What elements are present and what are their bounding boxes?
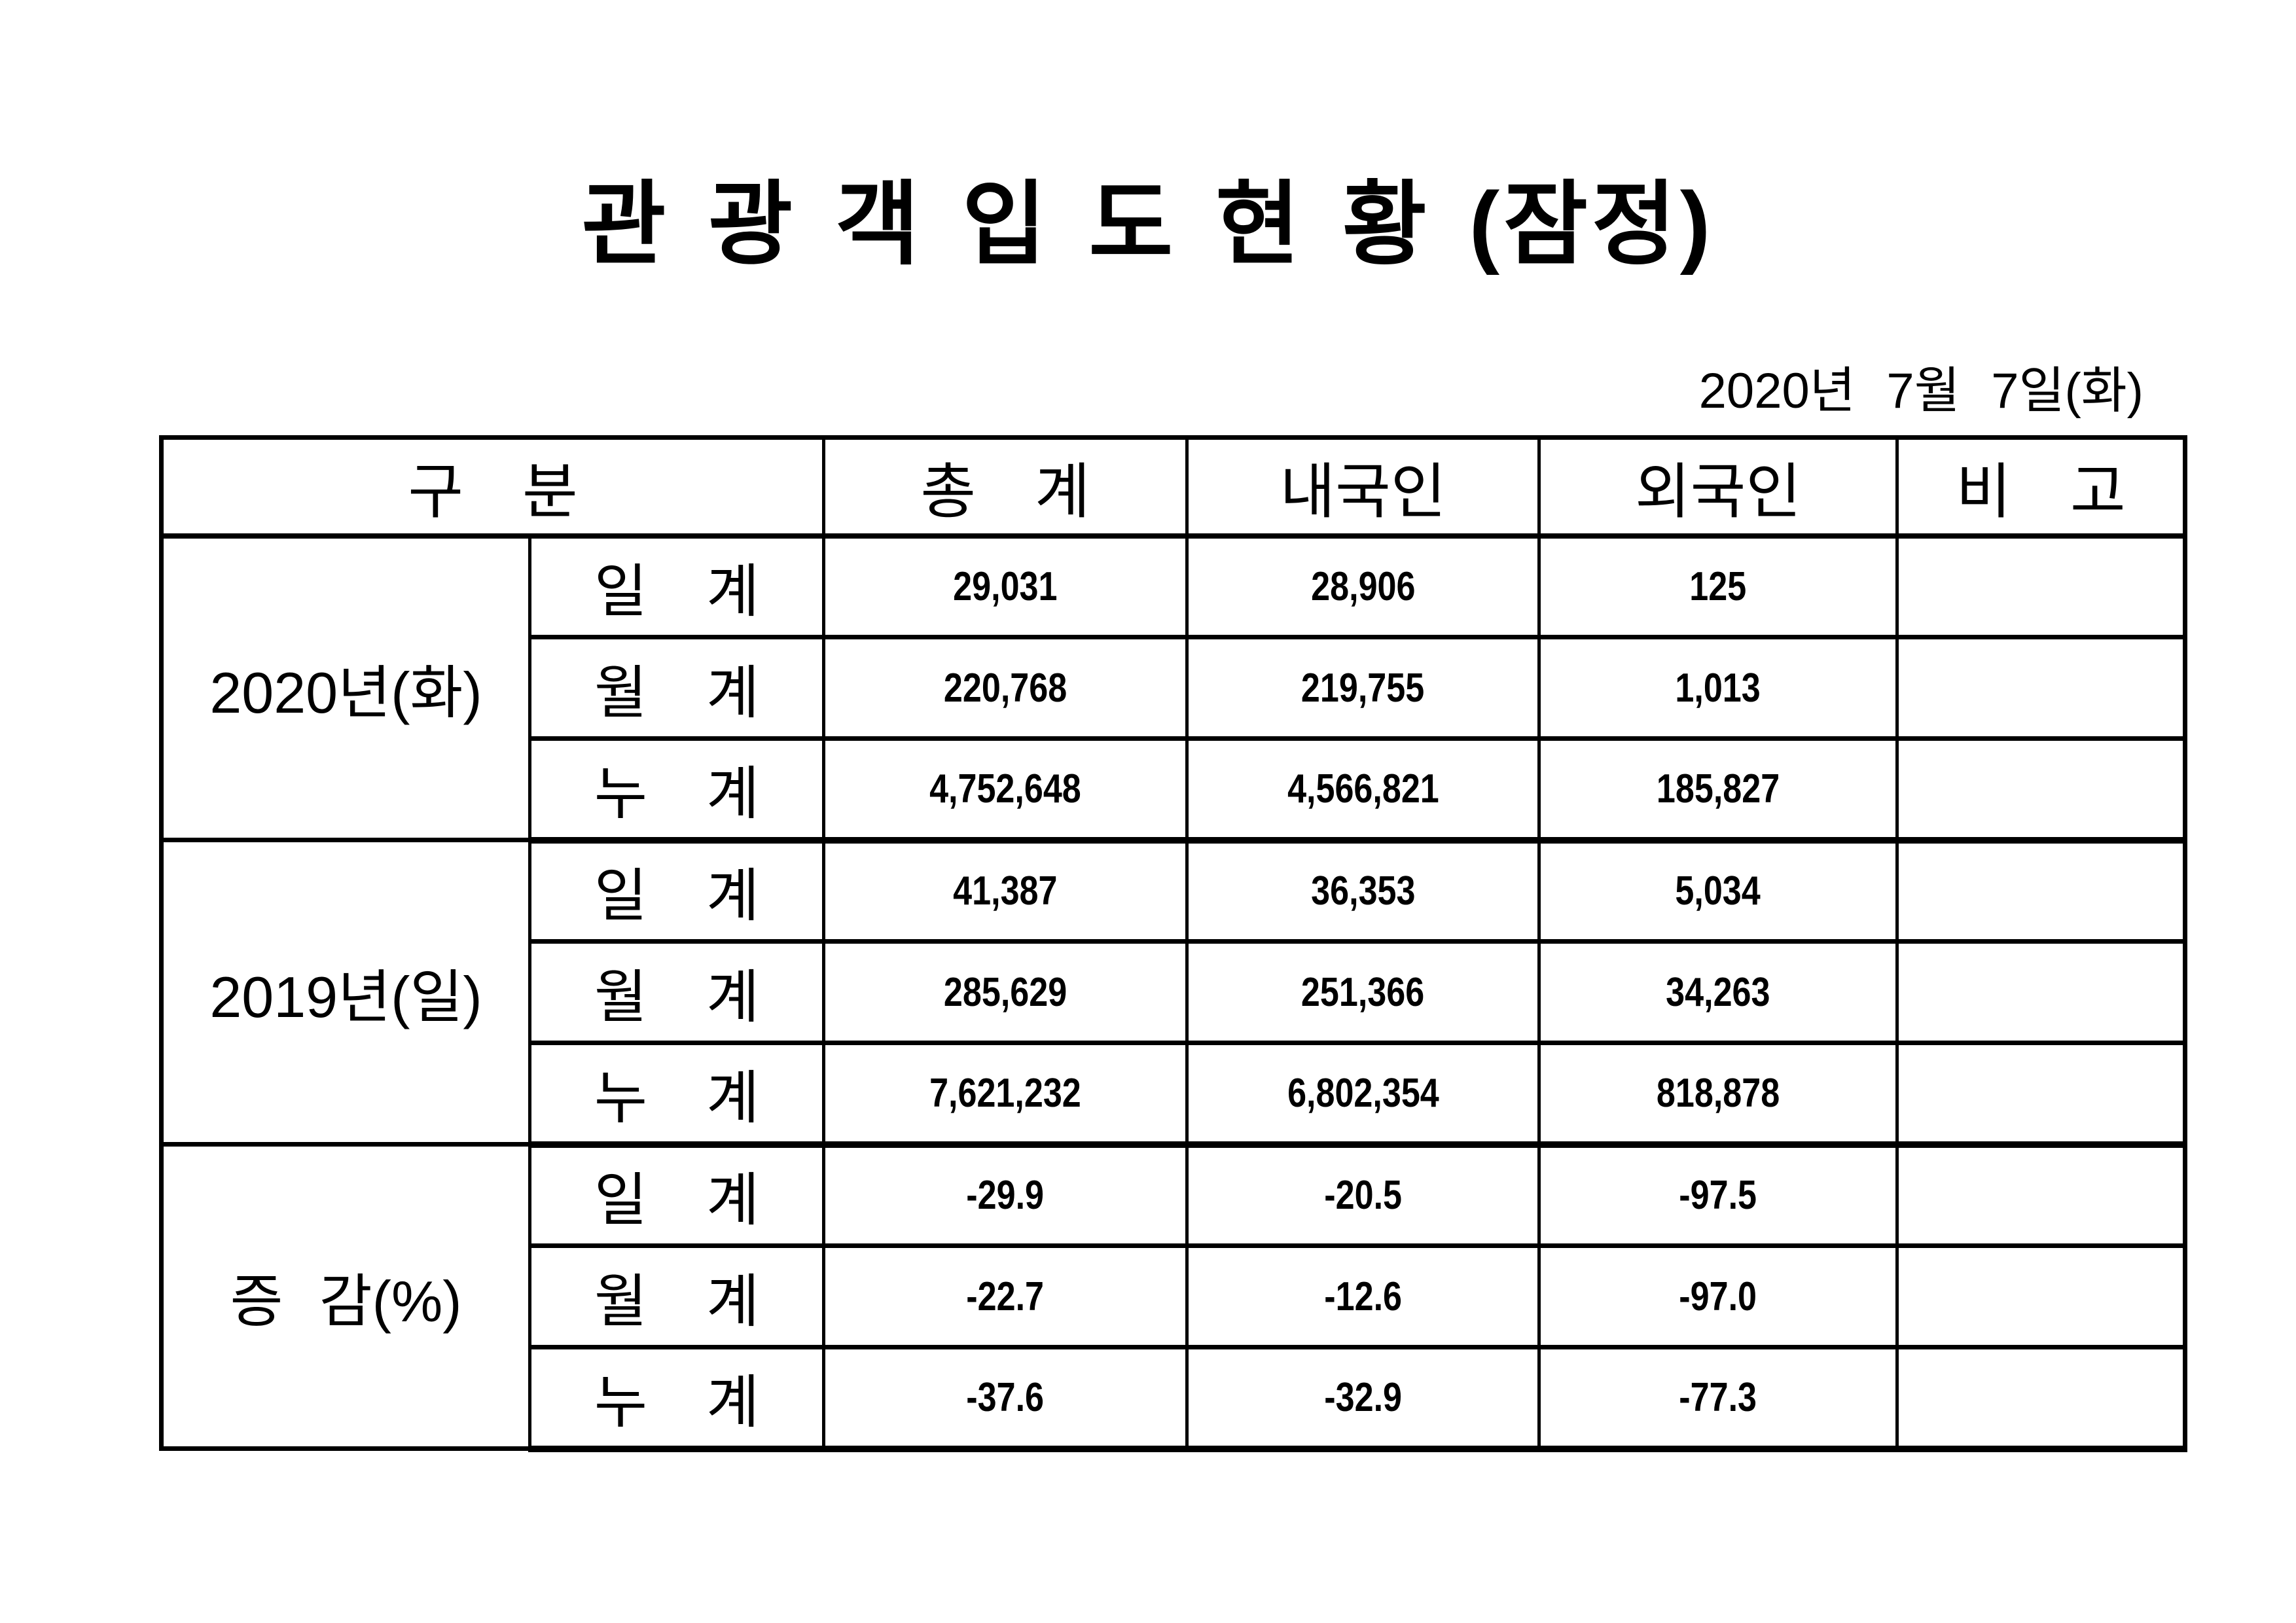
note-cell [1895,939,2187,1045]
domestic-value: 251,366 [1185,939,1541,1045]
foreign-value: 185,827 [1537,736,1899,844]
domestic-value: 4,566,821 [1185,736,1541,844]
row-label-daily: 일 계 [528,533,825,639]
note-cell [1895,1345,2187,1452]
domestic-value: -20.5 [1185,1142,1541,1248]
total-value: -37.6 [822,1345,1189,1452]
foreign-value: 1,013 [1537,635,1899,741]
foreign-value: -77.3 [1537,1345,1899,1452]
group-label-2019: 2019년(일) [160,838,531,1147]
row-label-daily: 일 계 [528,838,825,944]
table-row: 월 계 285,629 251,366 34,263 [162,939,2187,1045]
foreign-value: 125 [1537,533,1899,639]
row-label-cumulative: 누 계 [528,1345,825,1452]
header-note: 비 고 [1895,435,2187,539]
table-row: 누 계 7,621,232 6,802,354 818,878 [162,1041,2187,1148]
total-value: -22.7 [822,1243,1189,1349]
domestic-value: 219,755 [1185,635,1541,741]
foreign-value: 34,263 [1537,939,1899,1045]
total-value: -29.9 [822,1142,1189,1248]
domestic-value: 36,353 [1185,838,1541,944]
table-row: 누 계 4,752,648 4,566,821 185,827 [162,736,2187,844]
header-total: 총 계 [822,435,1189,539]
row-label-daily: 일 계 [528,1142,825,1248]
total-value: 41,387 [822,838,1189,944]
note-cell [1895,1142,2187,1248]
table-row: 증 감(%) 일 계 -29.9 -20.5 -97.5 [160,1142,2187,1451]
total-value: 220,768 [822,635,1189,741]
row-label-monthly: 월 계 [528,635,825,741]
note-cell [1895,736,2187,844]
table-row: 누 계 -37.6 -32.9 -77.3 [162,1345,2187,1452]
foreign-value: 5,034 [1537,838,1899,944]
foreign-value: -97.5 [1537,1142,1899,1248]
note-cell [1895,635,2187,741]
tourist-arrivals-table: 구 분 총 계 내국인 외국인 비 고 2020년(화) 일 계 29,031 … [159,435,2187,1452]
table-row: 월 계 220,768 219,755 1,013 [162,635,2187,741]
table-row: 월 계 -22.7 -12.6 -97.0 [162,1243,2187,1349]
header-foreign: 외국인 [1537,435,1899,539]
report-date: 2020년 7월 7일(화) [1698,363,2144,419]
total-value: 4,752,648 [822,736,1189,844]
table-row: 2020년(화) 일 계 29,031 28,906 125 [160,533,2187,842]
row-label-cumulative: 누 계 [528,1041,825,1148]
total-value: 7,621,232 [822,1041,1189,1148]
header-domestic: 내국인 [1185,435,1541,539]
total-value: 29,031 [822,533,1189,639]
header-category: 구 분 [160,435,825,539]
table-header-row: 구 분 총 계 내국인 외국인 비 고 [160,435,2187,539]
domestic-value: -12.6 [1185,1243,1541,1349]
foreign-value: 818,878 [1537,1041,1899,1148]
foreign-value: -97.0 [1537,1243,1899,1349]
note-cell [1895,838,2187,944]
row-label-monthly: 월 계 [528,1243,825,1349]
group-label-change-pct: 증 감(%) [160,1142,531,1451]
row-label-cumulative: 누 계 [528,736,825,844]
domestic-value: 28,906 [1185,533,1541,639]
domestic-value: -32.9 [1185,1345,1541,1452]
row-label-monthly: 월 계 [528,939,825,1045]
note-cell [1895,1041,2187,1148]
total-value: 285,629 [822,939,1189,1045]
domestic-value: 6,802,354 [1185,1041,1541,1148]
group-label-2020: 2020년(화) [160,533,531,842]
note-cell [1895,533,2187,639]
table-row: 2019년(일) 일 계 41,387 36,353 5,034 [160,838,2187,1147]
note-cell [1895,1243,2187,1349]
page-title: 관 광 객 입 도 현 황 (잠정) [581,173,1715,276]
